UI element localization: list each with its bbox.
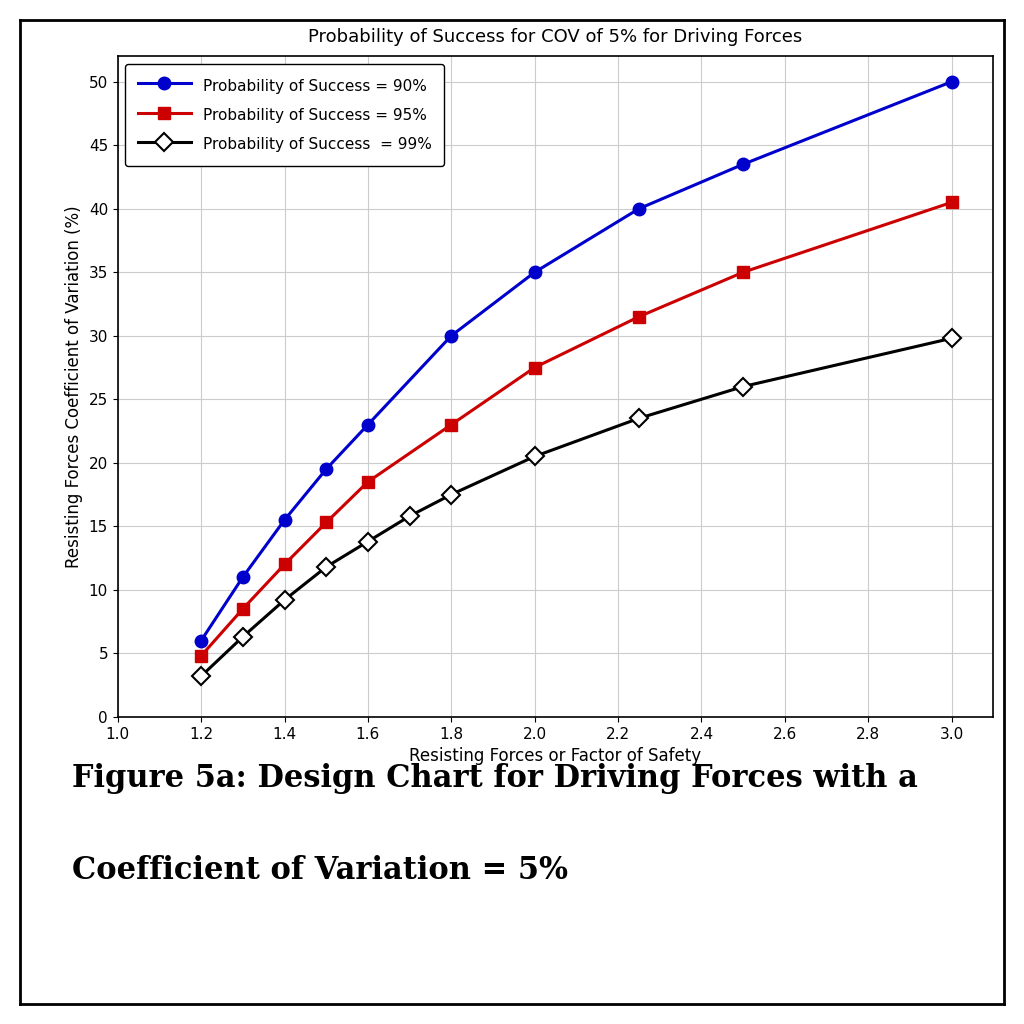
Probability of Success = 95% <box>321 516 333 528</box>
Probability of Success = 90% <box>633 203 645 215</box>
Probability of Success  = 99% <box>237 631 249 643</box>
Probability of Success = 95% <box>633 310 645 323</box>
Probability of Success = 95% <box>361 476 374 488</box>
Probability of Success  = 99% <box>945 332 957 344</box>
Probability of Success  = 99% <box>528 451 541 463</box>
Line: Probability of Success = 95%: Probability of Success = 95% <box>195 197 957 663</box>
Legend: Probability of Success = 90%, Probability of Success = 95%, Probability of Succe: Probability of Success = 90%, Probabilit… <box>125 63 444 166</box>
Probability of Success = 90% <box>279 514 291 526</box>
Probability of Success = 90% <box>195 635 207 647</box>
Probability of Success  = 99% <box>279 594 291 606</box>
Probability of Success = 90% <box>321 463 333 475</box>
Probability of Success  = 99% <box>737 380 750 392</box>
Probability of Success  = 99% <box>361 536 374 548</box>
Probability of Success = 95% <box>528 361 541 374</box>
Probability of Success  = 99% <box>321 561 333 573</box>
Probability of Success = 90% <box>237 571 249 584</box>
Probability of Success  = 99% <box>633 413 645 425</box>
Probability of Success = 90% <box>445 330 458 342</box>
Probability of Success = 90% <box>737 158 750 170</box>
Probability of Success  = 99% <box>403 510 416 522</box>
Probability of Success = 95% <box>737 266 750 279</box>
Probability of Success  = 99% <box>445 488 458 501</box>
Probability of Success  = 99% <box>195 670 207 682</box>
Probability of Success = 90% <box>945 76 957 88</box>
Title: Probability of Success for COV of 5% for Driving Forces: Probability of Success for COV of 5% for… <box>308 29 803 46</box>
Probability of Success = 90% <box>528 266 541 279</box>
Probability of Success = 95% <box>279 558 291 570</box>
Line: Probability of Success = 90%: Probability of Success = 90% <box>195 76 957 647</box>
Y-axis label: Resisting Forces Coefficient of Variation (%): Resisting Forces Coefficient of Variatio… <box>66 205 83 568</box>
Probability of Success = 95% <box>945 197 957 209</box>
X-axis label: Resisting Forces or Factor of Safety: Resisting Forces or Factor of Safety <box>410 748 701 765</box>
Probability of Success = 95% <box>195 649 207 662</box>
Probability of Success = 95% <box>445 419 458 431</box>
Text: Figure 5a: Design Chart for Driving Forces with a: Figure 5a: Design Chart for Driving Forc… <box>72 763 918 794</box>
Text: Coefficient of Variation = 5%: Coefficient of Variation = 5% <box>72 855 567 886</box>
Probability of Success = 90% <box>361 419 374 431</box>
Probability of Success = 95% <box>237 603 249 615</box>
Line: Probability of Success  = 99%: Probability of Success = 99% <box>195 332 957 682</box>
